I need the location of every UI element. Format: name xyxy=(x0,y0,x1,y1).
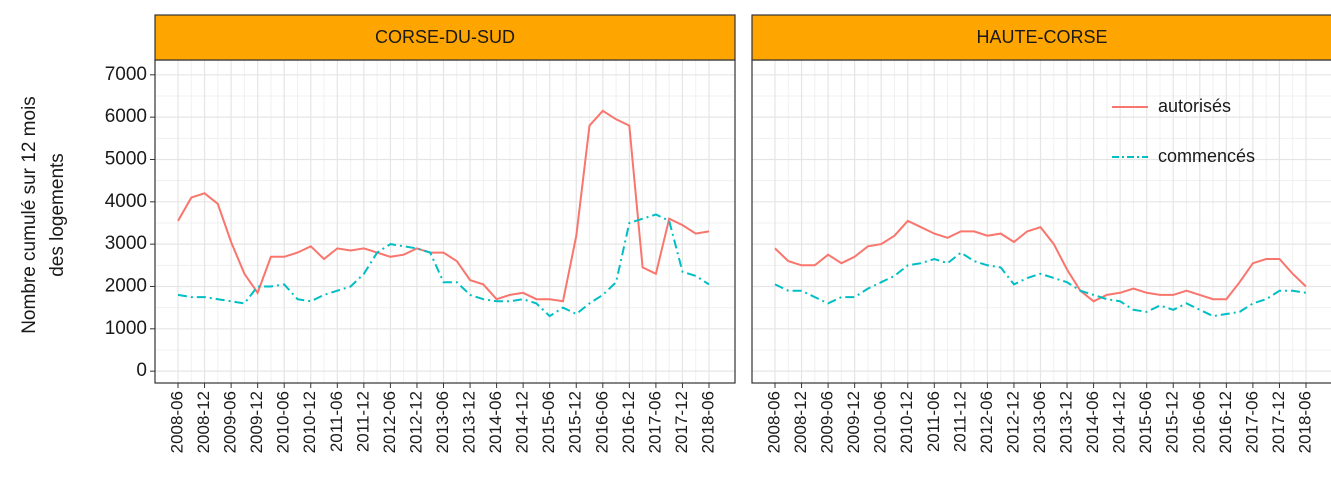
y-axis-label: Nombre cumulé sur 12 mois xyxy=(19,96,40,334)
x-tick-label: 2018-06 xyxy=(1295,391,1314,453)
x-tick-label: 2013-06 xyxy=(433,391,452,453)
x-tick-label: 2010-06 xyxy=(274,391,293,453)
x-tick-label: 2010-12 xyxy=(300,391,319,453)
x-tick-label: 2012-12 xyxy=(1003,391,1022,453)
x-tick-label: 2017-06 xyxy=(1242,391,1261,453)
strip-label: CORSE-DU-SUD xyxy=(375,27,515,47)
x-tick-label: 2008-12 xyxy=(194,391,213,453)
x-tick-label: 2013-12 xyxy=(460,391,479,453)
y-tick-label: 3000 xyxy=(105,233,147,254)
x-tick-label: 2014-06 xyxy=(1083,391,1102,453)
x-tick-label: 2011-06 xyxy=(924,391,943,452)
strip xyxy=(154,14,736,61)
x-tick-label: 2016-12 xyxy=(1216,391,1235,453)
x-tick-label: 2017-12 xyxy=(1269,391,1288,453)
x-tick-label: 2009-12 xyxy=(247,391,266,453)
legend-label: commencés xyxy=(1158,146,1255,166)
x-tick-label: 2016-12 xyxy=(619,391,638,453)
x-tick-label: 2009-12 xyxy=(844,391,863,453)
x-tick-label: 2015-06 xyxy=(539,391,558,453)
x-tick-label: 2018-06 xyxy=(698,391,717,453)
y-tick-label: 7000 xyxy=(105,64,147,85)
x-tick-label: 2008-06 xyxy=(167,391,186,453)
x-tick-label: 2012-06 xyxy=(977,391,996,453)
line-series xyxy=(177,213,710,318)
x-tick-label: 2015-12 xyxy=(566,391,585,453)
strip xyxy=(751,14,1331,61)
y-tick-label: 5000 xyxy=(105,148,147,169)
x-tick-label: 2013-06 xyxy=(1030,391,1049,453)
y-axis-label: des logements xyxy=(47,153,68,277)
y-tick-label: 2000 xyxy=(105,275,147,296)
x-tick-label: 2012-12 xyxy=(406,391,425,453)
x-tick-label: 2017-12 xyxy=(672,391,691,453)
x-tick-label: 2011-12 xyxy=(353,391,372,452)
x-tick-label: 2015-12 xyxy=(1163,391,1182,453)
x-tick-label: 2011-12 xyxy=(950,391,969,452)
x-tick-label: 2008-12 xyxy=(791,391,810,453)
line-series xyxy=(774,251,1307,318)
x-tick-label: 2010-12 xyxy=(897,391,916,453)
panel-background xyxy=(155,60,735,383)
x-tick-label: 2017-06 xyxy=(645,391,664,453)
x-tick-label: 2015-06 xyxy=(1136,391,1155,453)
line-series xyxy=(177,109,710,303)
y-tick-label: 0 xyxy=(136,360,147,381)
x-tick-label: 2009-06 xyxy=(818,391,837,453)
legend-label: autorisés xyxy=(1158,96,1231,116)
line-series xyxy=(774,219,1307,303)
y-tick-label: 1000 xyxy=(105,318,147,339)
strip-label: HAUTE-CORSE xyxy=(976,27,1107,47)
x-tick-label: 2013-12 xyxy=(1057,391,1076,453)
x-tick-label: 2008-06 xyxy=(764,391,783,453)
x-tick-label: 2014-06 xyxy=(486,391,505,453)
x-tick-label: 2016-06 xyxy=(592,391,611,453)
x-tick-label: 2011-06 xyxy=(327,391,346,452)
x-tick-label: 2009-06 xyxy=(221,391,240,453)
x-tick-label: 2012-06 xyxy=(380,391,399,453)
x-tick-label: 2016-06 xyxy=(1189,391,1208,453)
panel-background xyxy=(752,60,1331,383)
y-tick-label: 6000 xyxy=(105,106,147,127)
y-tick-label: 4000 xyxy=(105,191,147,212)
x-tick-label: 2010-06 xyxy=(871,391,890,453)
x-tick-label: 2014-12 xyxy=(1110,391,1129,453)
x-tick-label: 2014-12 xyxy=(513,391,532,453)
